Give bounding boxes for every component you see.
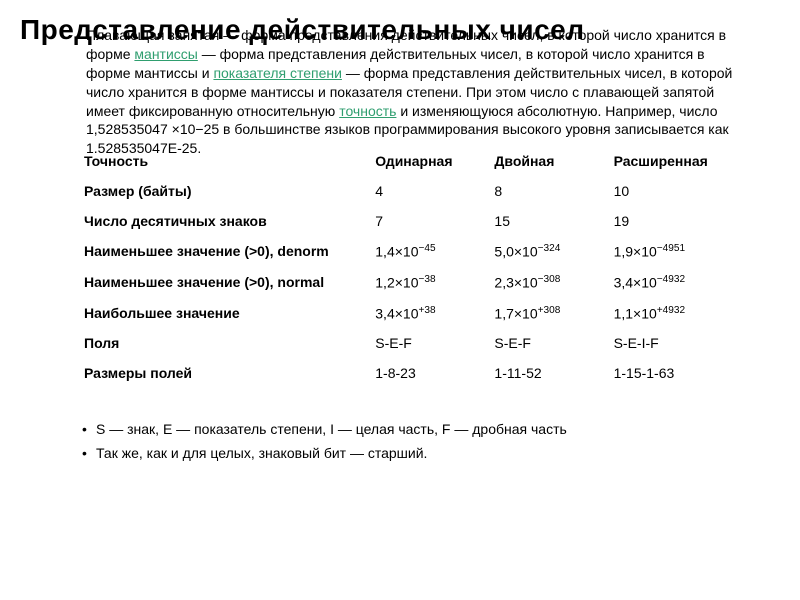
table-cell: S-E-I-F [610,328,742,358]
table-cell: 1-15-1-63 [610,358,742,388]
exponent-value: +38 [418,305,435,316]
exponent-value: −324 [538,243,561,254]
table-cell: S-E-F [490,328,609,358]
table-cell: 10 [610,176,742,206]
mantissa-value: 1,2×10 [375,275,418,291]
table-cell: 1,9×10−4951 [610,236,742,267]
exponent-value: +4932 [657,305,685,316]
row-label: Наименьшее значение (>0), denorm [80,236,371,267]
table-row: Наибольшее значение3,4×10+381,7×10+3081,… [80,298,742,329]
exponent-value: −4932 [657,274,685,285]
exponent-value: −308 [538,274,561,285]
exponent-value: +308 [538,305,561,316]
precision-table: Точность Одинарная Двойная Расширенная Р… [80,146,742,388]
table-row: Наименьшее значение (>0), denorm1,4×10−4… [80,236,742,267]
mantissa-value: 2,3×10 [494,275,537,291]
table-cell: 1,7×10+308 [490,298,609,329]
mantissa-value: 5,0×10 [494,244,537,260]
exponent-value: −45 [418,243,435,254]
mantissa-value: 1,9×10 [614,244,657,260]
row-label: Поля [80,328,371,358]
exponent-value: −38 [418,274,435,285]
table-cell: 4 [371,176,490,206]
exponent-value: −4951 [657,243,685,254]
footnotes: S — знак, E — показатель степени, I — це… [96,418,740,466]
table-cell: 3,4×10+38 [371,298,490,329]
row-label: Наибольшее значение [80,298,371,329]
table-row: ПоляS-E-FS-E-FS-E-I-F [80,328,742,358]
row-label: Число десятичных знаков [80,206,371,236]
mantissa-value: 1,4×10 [375,244,418,260]
footnote-item: Так же, как и для целых, знаковый бит — … [96,442,740,466]
table-cell: 7 [371,206,490,236]
table-cell: 1-8-23 [371,358,490,388]
mantissa-value: 3,4×10 [614,275,657,291]
exponent-link[interactable]: показателя степени [213,65,342,81]
mantissa-value: 1,7×10 [494,305,537,321]
table-row: Число десятичных знаков71519 [80,206,742,236]
table-cell: 1,1×10+4932 [610,298,742,329]
table-row: Размеры полей1-8-231-11-521-15-1-63 [80,358,742,388]
mantissa-link[interactable]: мантиссы [134,46,197,62]
row-label: Размеры полей [80,358,371,388]
table-cell: 5,0×10−324 [490,236,609,267]
table-cell: 8 [490,176,609,206]
mantissa-value: 3,4×10 [375,305,418,321]
row-label: Размер (байты) [80,176,371,206]
mantissa-value: 1,1×10 [614,305,657,321]
table-row: Размер (байты)4810 [80,176,742,206]
table-cell: 2,3×10−308 [490,267,609,298]
table-cell: S-E-F [371,328,490,358]
table-row: Наименьшее значение (>0), normal1,2×10−3… [80,267,742,298]
footnote-item: S — знак, E — показатель степени, I — це… [96,418,740,442]
row-label: Наименьшее значение (>0), normal [80,267,371,298]
page-title: Представление действительных чисел [0,14,800,46]
table-cell: 19 [610,206,742,236]
table-cell: 3,4×10−4932 [610,267,742,298]
table-cell: 1,2×10−38 [371,267,490,298]
table-cell: 1,4×10−45 [371,236,490,267]
table-cell: 1-11-52 [490,358,609,388]
table-cell: 15 [490,206,609,236]
precision-link[interactable]: точность [339,103,396,119]
